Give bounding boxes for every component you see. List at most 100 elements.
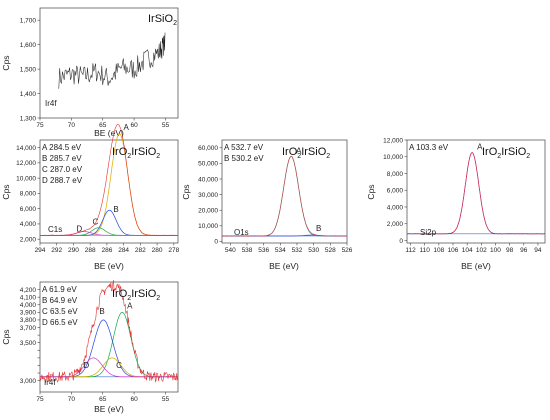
y-tick-label: 3,900 [20,310,37,317]
panel-title: IrO2IrSiO2 [112,288,160,302]
legend-entry-a: A 103.3 eV [409,143,449,152]
peak-label-a: A [477,143,483,152]
region-label: O1s [234,228,249,237]
x-tick-label: 290 [68,247,79,254]
x-tick-label: 70 [68,122,76,129]
y-tick-label: 10,000 [16,175,36,182]
y-tick-label: 3,800 [20,317,37,324]
y-tick-label: 20,000 [198,208,218,215]
y-tick-label: 4,000 [20,221,37,228]
panel-irsio2-ir4f: 75 70 65 60 55 1,300 1,400 1,500 1,600 1,700 IrSi… [1,7,179,138]
region-label: C1s [48,225,62,234]
y-tick-label: 12,000 [383,137,403,144]
peak-label-c: C [116,361,122,370]
legend-entry-b: B 285.7 eV [42,154,82,163]
x-tick-label: 102 [476,247,487,254]
peak-label-b: B [113,205,118,214]
x-tick-label: 282 [135,247,146,254]
x-tick-label: 112 [405,247,416,254]
x-tick-label: 60 [130,396,138,403]
peak-label-a: A [127,301,133,310]
x-tick-label: 280 [152,247,163,254]
y-tick-label: 3,000 [20,378,37,385]
x-tick-label: 528 [325,247,336,254]
x-tick-label: 538 [242,247,253,254]
region-label: Si2p [420,228,437,237]
raw-data-trace [39,280,179,384]
y-tick-label: 4,100 [20,294,37,301]
y-tick-label: 3,500 [20,340,37,347]
y-tick-label: 0 [214,239,218,246]
x-tick-label: 75 [36,396,44,403]
y-tick-label: 1,500 [20,66,37,73]
peak-label-d: D [83,361,89,370]
peak-label-a: A [123,123,129,132]
legend-entry-b: B 64.9 eV [42,296,78,305]
y-tick-label: 4,000 [20,302,37,309]
y-tick-label: 30,000 [198,192,218,199]
y-tick-label: 6,000 [387,188,404,195]
x-tick-label: 532 [292,247,303,254]
peak-label-c: C [93,218,99,227]
y-tick-label: 1,600 [20,42,37,49]
legend-entry-b: B 530.2 eV [224,154,264,163]
region-label: Ir4f [44,378,56,387]
plot-frame [39,139,179,244]
plot-frame [39,281,179,393]
panel-title: IrO2IrSiO2 [482,146,530,160]
peak-label-b: B [99,307,104,316]
x-axis-label: BE (eV) [269,261,299,271]
raw-data-trace [406,152,546,235]
x-tick-label: 534 [275,247,286,254]
x-tick-label: 100 [490,247,501,254]
y-tick-label: 2,000 [387,221,404,228]
y-tick-label: 10,000 [198,223,218,230]
legend-entry-a: A 61.9 eV [42,285,77,294]
x-tick-label: 286 [101,247,112,254]
legend-entry-d: D 288.7 eV [42,176,83,185]
y-tick-label: 2,000 [20,236,37,243]
y-tick-label: 8,000 [387,171,404,178]
y-tick-label: 10,000 [383,154,403,161]
x-tick-label: 284 [118,247,129,254]
x-tick-label: 75 [36,122,44,129]
x-tick-label: 278 [168,247,179,254]
peak-a-curve [222,156,347,237]
y-tick-label: 60,000 [198,145,218,152]
y-axis-label: Cps [366,184,376,199]
plot-frame [221,139,348,244]
x-tick-label: 55 [162,122,170,129]
x-tick-label: 98 [506,247,514,254]
panel-si2p: 112 110 108 106 104 102 100 98 96 94 0 2,000 4,000 6,… [366,137,546,271]
x-tick-label: 70 [68,396,76,403]
peak-label-a: A [296,146,302,155]
y-tick-label: 1,300 [20,115,37,122]
x-tick-label: 540 [225,247,236,254]
x-tick-label: 106 [448,247,459,254]
x-axis-label: BE (eV) [94,404,124,414]
spectrum-trace [58,32,166,89]
legend-entry-d: D 66.5 eV [42,318,78,327]
y-axis-label: Cps [181,184,191,199]
x-axis-label: BE (eV) [461,261,491,271]
x-tick-label: 94 [534,247,542,254]
x-tick-label: 110 [420,247,431,254]
y-axis-label: Cps [1,55,11,70]
x-tick-label: 536 [258,247,269,254]
y-tick-label: 4,200 [20,287,37,294]
x-tick-label: 108 [433,247,444,254]
y-axis-label: Cps [1,329,11,344]
y-tick-label: 6,000 [20,206,37,213]
y-tick-label: 50,000 [198,161,218,168]
peak-b-curve [40,319,178,378]
x-tick-label: 104 [462,247,473,254]
x-tick-label: 60 [130,122,138,129]
x-axis-label: BE (eV) [94,261,124,271]
y-tick-label: 14,000 [16,145,36,152]
panel-c1s: 294 292 290 288 286 284 282 280 278 2,000 4,000 6,0… [1,123,180,271]
x-tick-label: 530 [308,247,319,254]
x-tick-label: 292 [51,247,62,254]
x-tick-label: 288 [85,247,96,254]
y-tick-label: 3,700 [20,325,37,332]
